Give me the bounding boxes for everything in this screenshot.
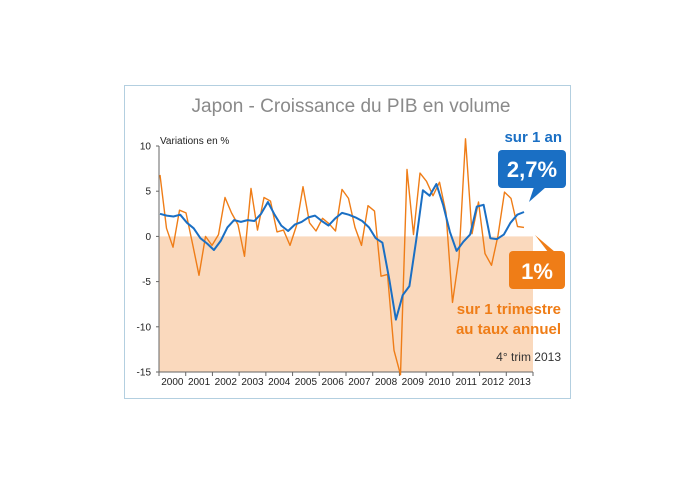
negative-zone xyxy=(159,236,533,372)
annual-bubble-tail xyxy=(529,187,546,202)
series-line-annual xyxy=(159,183,525,321)
x-tick-label: 2007 xyxy=(348,377,371,388)
annual-value: 2,7% xyxy=(507,157,557,182)
y-tick-label: 10 xyxy=(140,142,152,153)
y-tick-label: -10 xyxy=(137,322,152,333)
period-label: 4° trim 2013 xyxy=(496,350,561,364)
chart-title: Japon - Croissance du PIB en volume xyxy=(192,96,511,117)
x-tick-label: 2011 xyxy=(455,377,477,388)
x-tick-label: 2008 xyxy=(375,377,398,388)
x-ticks: 2000 2001 2002 2003 2004 2005 2006 2007 2008 2009… xyxy=(158,372,534,388)
annual-bubble-rect xyxy=(498,150,566,188)
chart-svg: Japon - Croissance du PIB en volume Vari… xyxy=(137,96,566,388)
y-ticks: 10 5 0 -5 -10 -15 xyxy=(137,142,159,379)
chart-card: Japon - Croissance du PIB en volume Vari… xyxy=(124,85,571,399)
series-line-quarterly xyxy=(159,138,525,376)
x-tick-label: 2009 xyxy=(402,377,425,388)
x-tick-label: 2004 xyxy=(268,377,291,388)
x-tick-label: 2002 xyxy=(215,377,238,388)
annual-label: sur 1 an xyxy=(504,129,562,146)
y-tick-label: -5 xyxy=(142,277,151,288)
quarterly-value: 1% xyxy=(521,259,553,284)
y-tick-label: 5 xyxy=(145,187,151,198)
quarterly-label-line1: sur 1 trimestre xyxy=(457,301,561,318)
y-tick-label: -15 xyxy=(137,368,152,379)
quarterly-bubble-rect xyxy=(509,251,565,289)
x-tick-label: 2010 xyxy=(428,377,451,388)
y-tick-label: 0 xyxy=(145,232,151,243)
x-tick-label: 2003 xyxy=(241,377,264,388)
quarterly-label-line2: au taux annuel xyxy=(456,321,561,338)
x-tick-label: 2001 xyxy=(188,377,211,388)
series-group xyxy=(159,138,525,376)
annual-bubble: 2,7% xyxy=(498,150,566,202)
x-tick-label: 2005 xyxy=(295,377,318,388)
x-tick-label: 2006 xyxy=(322,377,345,388)
x-tick-label: 2013 xyxy=(509,377,532,388)
y-axis-label: Variations en % xyxy=(160,136,229,147)
x-tick-label: 2012 xyxy=(482,377,505,388)
quarterly-bubble-tail xyxy=(535,235,555,252)
x-tick-label: 2000 xyxy=(161,377,184,388)
quarterly-bubble: 1% xyxy=(509,235,565,289)
